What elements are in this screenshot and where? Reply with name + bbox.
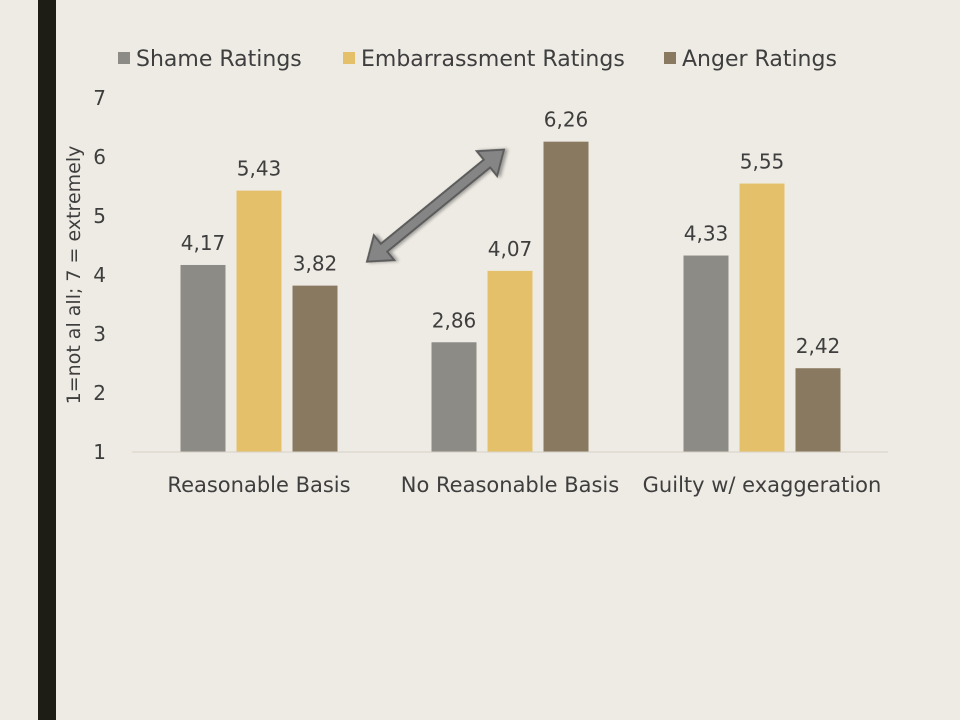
y-tick-label: 7 [93,86,106,110]
bars: 4,17 5,43 3,82 2,86 4,07 6,26 4,33 5,55 2,42 [180,108,841,453]
bar-guilty-w-exaggeration-anger-ratings [795,368,841,452]
bar-guilty-w-exaggeration-shame-ratings [683,255,729,452]
data-label: 4,33 [684,222,729,246]
legend-swatch-embarrassment-ratings [343,52,355,64]
bar-reasonable-basis-shame-ratings [180,264,226,452]
y-tick-label: 3 [93,322,106,346]
legend-swatch-shame-ratings [118,52,130,64]
data-label: 4,07 [488,237,533,261]
bar-no-reasonable-basis-shame-ratings [431,342,477,452]
annotations [365,148,506,263]
x-category-label: Guilty w/ exaggeration [643,473,882,497]
data-label: 4,17 [181,231,226,255]
y-tick-label: 5 [93,204,106,228]
y-tick-label: 4 [93,263,106,287]
data-label: 2,86 [432,308,477,332]
x-axis: Reasonable Basis No Reasonable Basis Guilt… [132,451,888,497]
x-category-label: Reasonable Basis [167,473,350,497]
data-label: 3,82 [293,252,338,276]
y-axis-title: 1=not al all; 7 = extremely [63,146,85,405]
bar-no-reasonable-basis-embarrassment-ratings [487,270,533,452]
bar-reasonable-basis-embarrassment-ratings [236,190,282,452]
legend-label-embarrassment-ratings: Embarrassment Ratings [361,47,625,72]
legend-swatch-anger-ratings [664,52,676,64]
bar-reasonable-basis-anger-ratings [292,285,338,452]
slide-side-bar [38,0,56,720]
double-arrow-annotation [365,148,506,263]
data-label: 2,42 [796,334,841,358]
bar-no-reasonable-basis-anger-ratings [543,141,589,452]
y-tick-label: 2 [93,381,106,405]
data-label: 5,55 [740,150,785,174]
y-axis: 1 2 3 4 5 6 7 1=not al all; 7 = extremely [63,86,106,464]
legend: Shame Ratings Embarrassment Ratings Anger … [118,47,837,72]
data-label: 5,43 [237,157,282,181]
y-tick-label: 1 [93,440,106,464]
legend-label-shame-ratings: Shame Ratings [136,47,302,72]
x-category-label: No Reasonable Basis [401,473,619,497]
data-label: 6,26 [544,108,589,132]
y-tick-label: 6 [93,145,106,169]
bar-guilty-w-exaggeration-embarrassment-ratings [739,183,785,453]
legend-label-anger-ratings: Anger Ratings [682,47,837,72]
